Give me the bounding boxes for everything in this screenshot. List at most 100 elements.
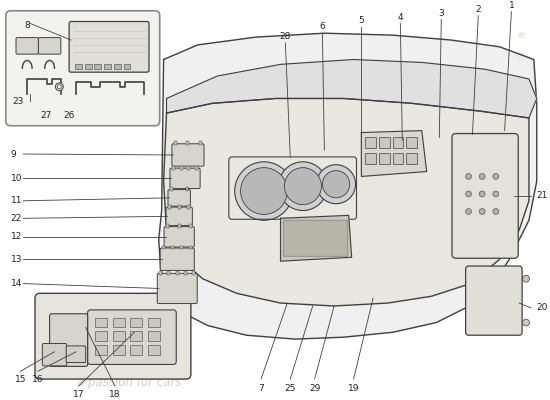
Text: 7: 7 — [258, 384, 264, 393]
Circle shape — [240, 168, 287, 214]
Circle shape — [57, 85, 61, 89]
Circle shape — [522, 275, 530, 282]
Circle shape — [56, 83, 63, 91]
Text: 8: 8 — [24, 20, 30, 30]
Polygon shape — [159, 33, 537, 339]
FancyBboxPatch shape — [452, 134, 518, 258]
Bar — [95, 345, 107, 355]
Bar — [188, 205, 190, 208]
Text: 25: 25 — [284, 384, 296, 393]
Text: 11: 11 — [10, 196, 22, 205]
Text: 13: 13 — [10, 255, 22, 264]
Text: 4: 4 — [398, 12, 403, 22]
Bar — [393, 138, 403, 148]
FancyBboxPatch shape — [170, 168, 200, 188]
Bar — [379, 138, 389, 148]
FancyBboxPatch shape — [172, 144, 204, 166]
Bar — [174, 141, 177, 145]
Text: a passion
for cars: a passion for cars — [278, 191, 420, 269]
Circle shape — [235, 162, 293, 220]
Circle shape — [466, 208, 471, 214]
Bar — [199, 141, 202, 145]
Text: 17: 17 — [73, 390, 85, 399]
Polygon shape — [280, 215, 351, 261]
Bar — [178, 224, 180, 228]
Bar — [393, 153, 403, 164]
Text: 21: 21 — [537, 191, 548, 200]
Bar — [178, 205, 180, 208]
Bar — [124, 64, 130, 69]
Text: 15: 15 — [15, 375, 26, 384]
Circle shape — [479, 208, 485, 214]
FancyBboxPatch shape — [42, 344, 67, 366]
Bar — [162, 246, 165, 250]
Bar — [95, 64, 101, 69]
Circle shape — [493, 208, 499, 214]
Bar — [184, 271, 187, 275]
FancyBboxPatch shape — [69, 22, 149, 72]
Text: s: s — [518, 137, 525, 147]
Polygon shape — [163, 98, 529, 306]
FancyBboxPatch shape — [87, 310, 176, 364]
Text: 18: 18 — [109, 390, 120, 399]
Bar — [95, 318, 107, 328]
FancyBboxPatch shape — [157, 273, 197, 304]
Polygon shape — [361, 131, 427, 176]
Bar — [379, 153, 389, 164]
Bar — [365, 138, 376, 148]
Bar — [104, 64, 111, 69]
Bar — [130, 331, 142, 341]
Bar — [113, 318, 125, 328]
FancyBboxPatch shape — [160, 248, 194, 270]
Text: a passion for cars: a passion for cars — [77, 376, 182, 389]
Circle shape — [322, 170, 350, 198]
Text: 14: 14 — [10, 279, 22, 288]
Bar — [195, 166, 198, 170]
Text: 29: 29 — [309, 384, 320, 393]
Bar — [148, 345, 160, 355]
Text: @: @ — [515, 52, 527, 62]
Circle shape — [493, 191, 499, 197]
FancyBboxPatch shape — [39, 38, 61, 54]
Bar — [180, 166, 183, 170]
Bar — [172, 166, 175, 170]
Bar — [114, 64, 121, 69]
Text: 16: 16 — [32, 375, 43, 384]
Bar — [186, 141, 189, 145]
Text: o: o — [518, 94, 525, 104]
Bar — [406, 138, 417, 148]
Bar — [166, 224, 169, 228]
FancyBboxPatch shape — [66, 346, 86, 362]
Circle shape — [278, 162, 327, 210]
Text: 22: 22 — [10, 214, 22, 223]
Text: 28: 28 — [280, 32, 291, 41]
Circle shape — [466, 174, 471, 179]
FancyBboxPatch shape — [35, 293, 191, 379]
Circle shape — [479, 191, 485, 197]
Bar — [185, 187, 189, 191]
Circle shape — [284, 168, 321, 205]
Circle shape — [479, 174, 485, 179]
Circle shape — [522, 319, 530, 326]
Text: 26: 26 — [63, 111, 75, 120]
Bar — [130, 345, 142, 355]
Text: 12: 12 — [10, 232, 22, 241]
Bar — [168, 205, 171, 208]
Bar — [130, 318, 142, 328]
Text: 23: 23 — [13, 97, 24, 106]
FancyBboxPatch shape — [50, 314, 87, 366]
Bar — [95, 331, 107, 341]
Bar — [113, 345, 125, 355]
Bar — [159, 271, 162, 275]
Text: 9: 9 — [10, 150, 16, 158]
Bar — [176, 271, 179, 275]
Bar — [188, 166, 190, 170]
FancyBboxPatch shape — [466, 266, 522, 335]
Bar — [85, 64, 91, 69]
FancyBboxPatch shape — [283, 220, 348, 256]
FancyBboxPatch shape — [168, 190, 190, 206]
Bar — [171, 246, 174, 250]
Text: s: s — [518, 116, 525, 126]
Text: 3: 3 — [438, 9, 444, 18]
Text: 5: 5 — [359, 16, 364, 26]
